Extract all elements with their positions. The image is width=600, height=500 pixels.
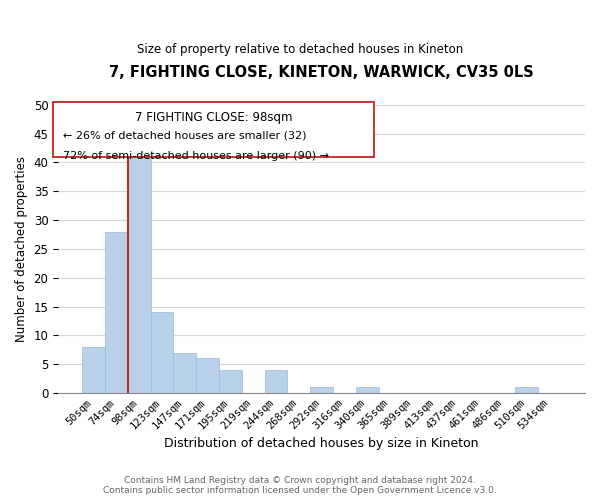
Bar xyxy=(82,347,105,393)
Bar xyxy=(128,156,151,393)
Bar xyxy=(515,387,538,393)
Bar xyxy=(265,370,287,393)
Bar xyxy=(310,387,333,393)
Text: 72% of semi-detached houses are larger (90) →: 72% of semi-detached houses are larger (… xyxy=(64,151,329,161)
Title: 7, FIGHTING CLOSE, KINETON, WARWICK, CV35 0LS: 7, FIGHTING CLOSE, KINETON, WARWICK, CV3… xyxy=(109,65,534,80)
Bar xyxy=(356,387,379,393)
Bar xyxy=(151,312,173,393)
Y-axis label: Number of detached properties: Number of detached properties xyxy=(15,156,28,342)
Text: Contains HM Land Registry data © Crown copyright and database right 2024.
Contai: Contains HM Land Registry data © Crown c… xyxy=(103,476,497,495)
Text: 7 FIGHTING CLOSE: 98sqm: 7 FIGHTING CLOSE: 98sqm xyxy=(135,110,292,124)
Bar xyxy=(105,232,128,393)
X-axis label: Distribution of detached houses by size in Kineton: Distribution of detached houses by size … xyxy=(164,437,479,450)
Text: ← 26% of detached houses are smaller (32): ← 26% of detached houses are smaller (32… xyxy=(64,130,307,140)
FancyBboxPatch shape xyxy=(53,102,374,156)
Bar xyxy=(173,352,196,393)
Bar xyxy=(196,358,219,393)
Text: Size of property relative to detached houses in Kineton: Size of property relative to detached ho… xyxy=(137,42,463,56)
Bar xyxy=(219,370,242,393)
